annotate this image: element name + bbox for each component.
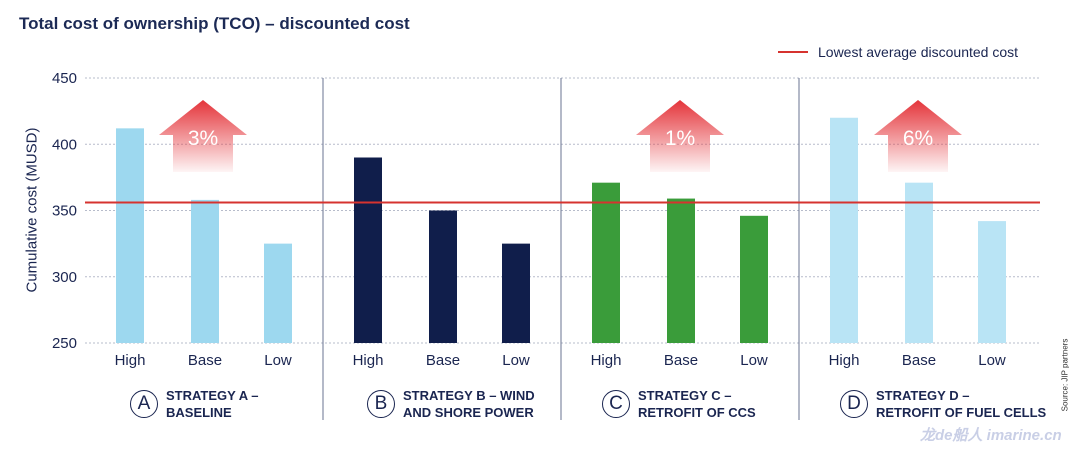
- bar: [429, 210, 457, 343]
- bar: [592, 182, 620, 343]
- bar: [740, 215, 768, 343]
- x-tick-label: Base: [902, 352, 936, 369]
- arrow-label: 6%: [903, 127, 933, 150]
- strategy-caption: D STRATEGY D – RETROFIT OF FUEL CELLS: [840, 386, 1046, 422]
- x-tick-label: Low: [264, 352, 292, 369]
- chart-title: Total cost of ownership (TCO) – discount…: [19, 14, 410, 33]
- strategy-letter-badge: A: [130, 390, 158, 418]
- y-tick-label: 400: [52, 136, 77, 153]
- x-tick-label: High: [353, 352, 384, 369]
- strategy-caption: A STRATEGY A – BASELINE: [130, 386, 258, 422]
- strategy-name: STRATEGY D – RETROFIT OF FUEL CELLS: [876, 388, 1047, 420]
- bar: [905, 182, 933, 343]
- bar: [264, 243, 292, 343]
- y-tick-label: 250: [52, 335, 77, 352]
- y-tick-label: 300: [52, 269, 77, 286]
- legend-swatch: [778, 51, 808, 53]
- strategy-name: STRATEGY B – WIND AND SHORE POWER: [403, 388, 535, 420]
- strategy-caption: B STRATEGY B – WIND AND SHORE POWER: [367, 386, 535, 422]
- strategy-letter-badge: B: [367, 390, 395, 418]
- increase-arrow-icon: [159, 100, 247, 172]
- bar: [502, 243, 530, 343]
- bar: [978, 221, 1006, 343]
- increase-arrow-icon: [636, 100, 724, 172]
- legend-label: Lowest average discounted cost: [818, 44, 1019, 60]
- watermark: 龙de船人 imarine.cn: [920, 427, 1062, 444]
- x-tick-label: Low: [978, 352, 1006, 369]
- x-tick-label: High: [591, 352, 622, 369]
- x-tick-label: High: [115, 352, 146, 369]
- bar: [667, 198, 695, 343]
- source-note: Source: JIP partners: [1060, 338, 1070, 412]
- legend: Lowest average discounted cost: [778, 42, 1018, 62]
- strategy-letter-badge: C: [602, 390, 630, 418]
- x-tick-label: Low: [740, 352, 768, 369]
- x-tick-label: High: [829, 352, 860, 369]
- increase-arrow-icon: [874, 100, 962, 172]
- y-tick-label: 350: [52, 203, 77, 220]
- bar: [354, 157, 382, 343]
- bar: [191, 199, 219, 343]
- x-tick-label: Low: [502, 352, 530, 369]
- y-tick-label: 450: [52, 70, 77, 87]
- bar: [830, 117, 858, 343]
- bar: [116, 128, 144, 343]
- strategy-caption: C STRATEGY C – RETROFIT OF CCS: [602, 386, 756, 422]
- arrow-label: 3%: [188, 127, 218, 150]
- strategy-name: STRATEGY A – BASELINE: [166, 388, 259, 420]
- x-tick-label: Base: [188, 352, 222, 369]
- x-tick-label: Base: [664, 352, 698, 369]
- strategy-name: STRATEGY C – RETROFIT OF CCS: [638, 388, 756, 420]
- strategy-letter-badge: D: [840, 390, 868, 418]
- x-tick-label: Base: [426, 352, 460, 369]
- arrow-label: 1%: [665, 127, 695, 150]
